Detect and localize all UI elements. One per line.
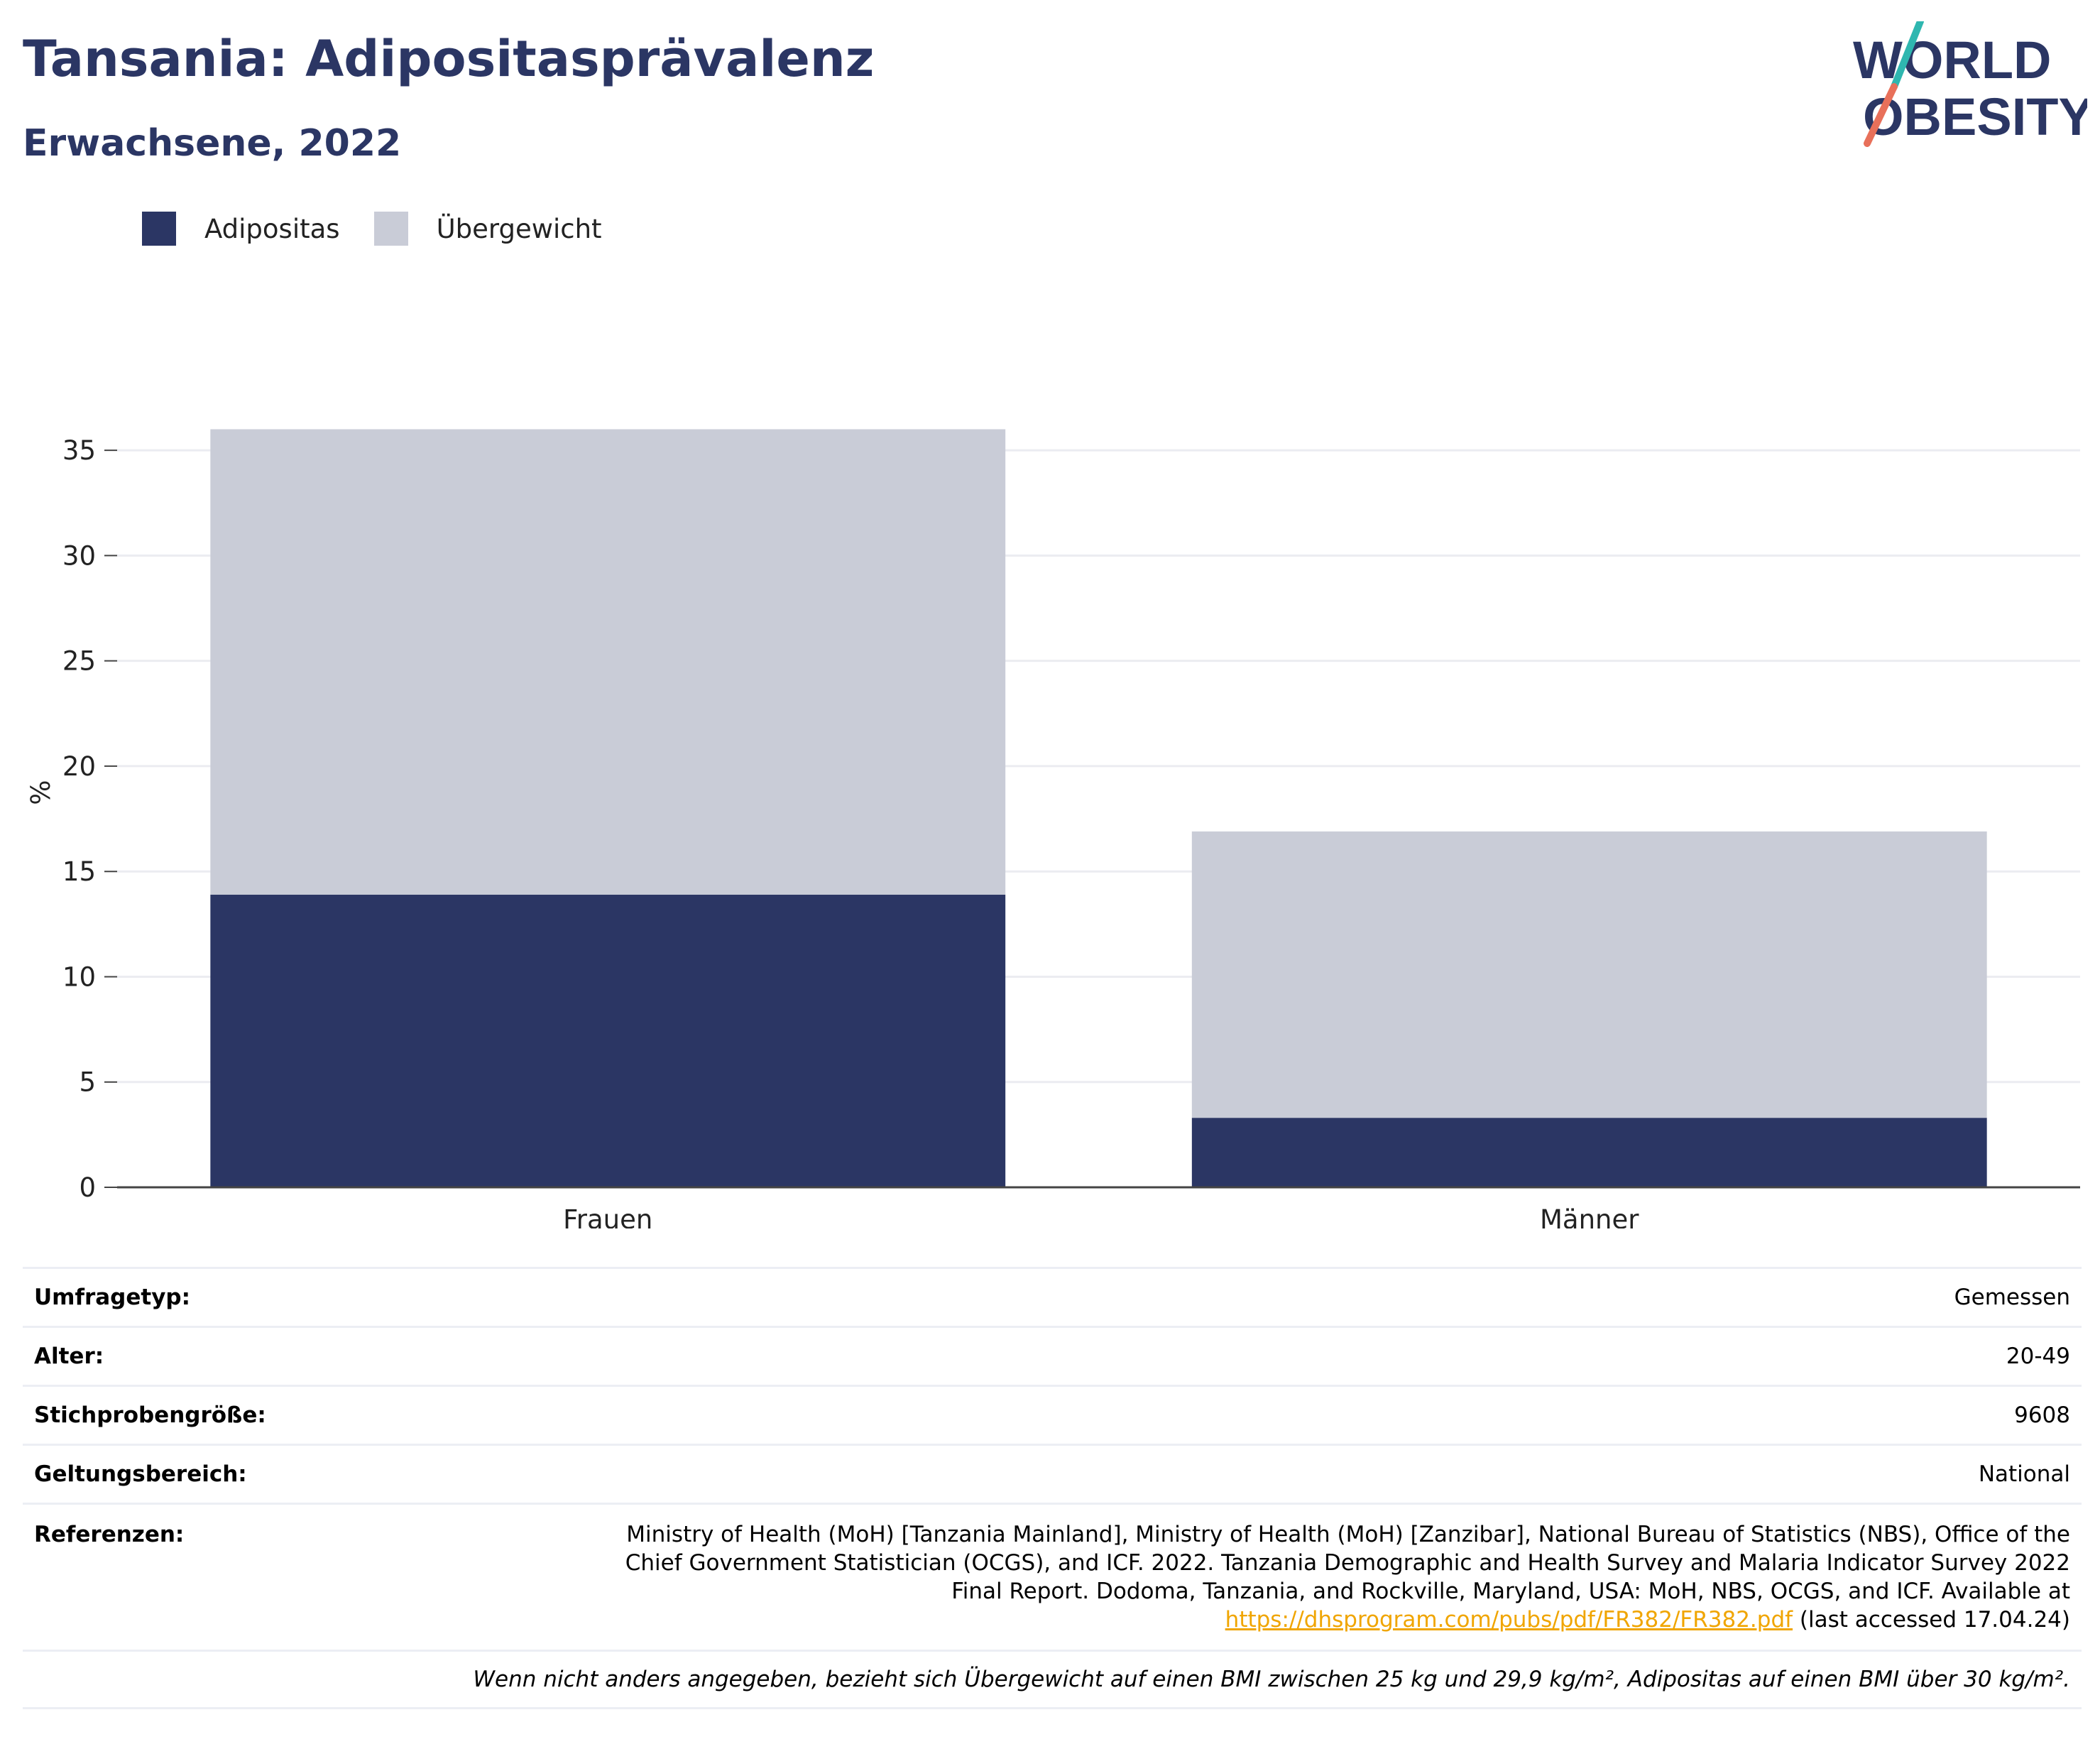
bar-adipositas-0: Adipositas Frauen: 13.9: [210, 894, 1006, 1187]
survey-info-table: Umfragetyp: Gemessen Alter: 20-49 Stichp…: [23, 1267, 2082, 1709]
legend-swatch-adipositas: [142, 212, 176, 246]
info-row-age: Alter: 20-49: [23, 1326, 2082, 1385]
chart-subtitle: Erwachsene, 2022: [23, 122, 402, 165]
y-tick-label: 35: [62, 435, 96, 466]
y-tick-label: 10: [62, 961, 96, 992]
references-text: Ministry of Health (MoH) [Tanzania Mainl…: [579, 1520, 2070, 1634]
info-row-scope: Geltungsbereich: National: [23, 1444, 2082, 1503]
definition-note-text: Wenn nicht anders angegeben, bezieht sic…: [473, 1667, 2070, 1692]
legend-item-uebergewicht[interactable]: Übergewicht: [373, 212, 602, 246]
y-tick-label: 20: [62, 751, 96, 782]
y-tick-label: 5: [79, 1067, 96, 1098]
info-row-references: Referenzen: Ministry of Health (MoH) [Ta…: [23, 1503, 2082, 1650]
chart-title: Tansania: Adipositasprävalenz: [23, 30, 875, 88]
y-axis-label: %: [26, 780, 56, 805]
info-label: Alter:: [34, 1344, 104, 1369]
y-tick-label: 15: [62, 856, 96, 887]
definition-note: Wenn nicht anders angegeben, bezieht sic…: [23, 1650, 2082, 1709]
world-obesity-logo: WORLD OBESITY: [1853, 21, 2087, 147]
bar-uebergewicht-1: Übergewicht Männer: 13.6: [1191, 831, 1987, 1118]
svg-text:WORLD: WORLD: [1853, 31, 2052, 89]
y-tick-label: 30: [62, 540, 96, 571]
info-row-sample-size: Stichprobengröße: 9608: [23, 1385, 2082, 1444]
legend-item-adipositas[interactable]: Adipositas: [142, 212, 340, 246]
info-label: Referenzen:: [34, 1522, 185, 1547]
y-tick-label: 25: [62, 646, 96, 677]
chart-legend: Adipositas Übergewicht: [142, 212, 636, 246]
svg-text:OBESITY: OBESITY: [1863, 87, 2087, 146]
legend-label-adipositas: Adipositas: [204, 213, 340, 244]
references-suffix: (last accessed 17.04.24): [1799, 1607, 2070, 1633]
info-row-survey-type: Umfragetyp: Gemessen: [23, 1267, 2082, 1326]
references-link[interactable]: https://dhsprogram.com/pubs/pdf/FR382/FR…: [1225, 1607, 1793, 1633]
bar-chart: 05101520253035Adipositas Frauen: 13.9Übe…: [26, 429, 2080, 1228]
info-value: 9608: [2014, 1402, 2070, 1428]
references-body: Ministry of Health (MoH) [Tanzania Mainl…: [625, 1522, 2070, 1604]
x-tick-label: Frauen: [563, 1204, 652, 1228]
y-tick-label: 0: [79, 1172, 96, 1203]
info-value: 20-49: [2006, 1344, 2070, 1369]
info-label: Geltungsbereich:: [34, 1461, 247, 1487]
bar-adipositas-1: Adipositas Männer: 3.3: [1191, 1118, 1987, 1187]
bar-uebergewicht-0: Übergewicht Frauen: 22.1: [210, 429, 1006, 895]
legend-swatch-uebergewicht: [373, 212, 408, 246]
info-label: Umfragetyp:: [34, 1285, 190, 1310]
info-value: Gemessen: [1954, 1285, 2070, 1310]
info-value: National: [1978, 1461, 2070, 1487]
legend-label-uebergewicht: Übergewicht: [436, 213, 602, 244]
info-label: Stichprobengröße:: [34, 1402, 266, 1428]
x-tick-label: Männer: [1540, 1204, 1639, 1228]
